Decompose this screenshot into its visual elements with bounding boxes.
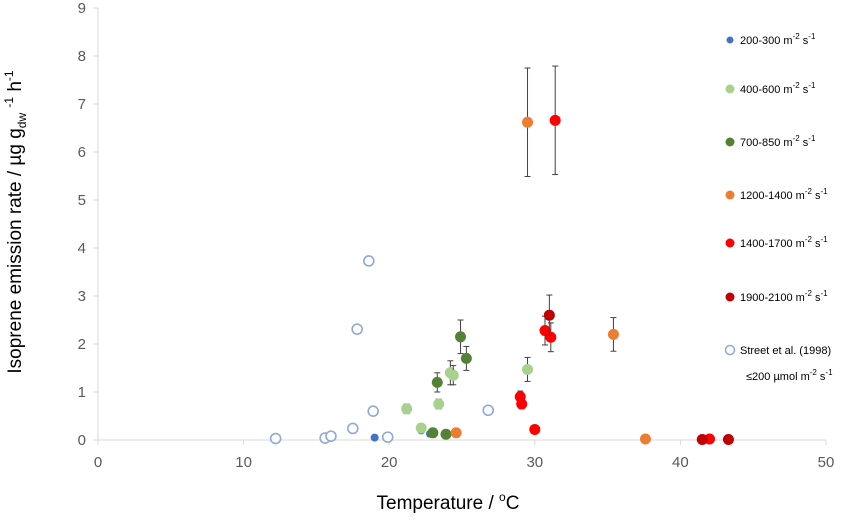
legend-label-line2: ≤200 µmol m-2 s-1 xyxy=(746,368,833,383)
y-tick-label: 7 xyxy=(78,96,86,113)
data-point xyxy=(367,405,379,418)
legend-item-3: 700-850 m-2 s-1 xyxy=(725,134,816,149)
x-tick-label: 20 xyxy=(381,454,398,471)
y-tick-label: 0 xyxy=(78,432,86,449)
legend: 200-300 m-2 s-1 400-600 m-2 s-1 700-850 m-… xyxy=(724,32,833,383)
data-point xyxy=(415,422,427,434)
data-point xyxy=(529,423,541,435)
data-point xyxy=(401,403,413,415)
axes: 0 10 20 30 40 50 0 1 2 3 4 5 6 7 8 9 xyxy=(78,0,835,471)
data-point xyxy=(440,428,452,440)
legend-label: 1400-1700 m-2 s-1 xyxy=(740,235,828,250)
y-tick-label: 2 xyxy=(78,336,86,353)
legend-item-5: 1400-1700 m-2 s-1 xyxy=(725,235,828,250)
series-6 xyxy=(543,294,734,446)
x-tick-label: 30 xyxy=(526,454,543,471)
y-axis-label: Isoprene emission rate / µg gdw -1 h-1 xyxy=(2,70,29,374)
data-point xyxy=(516,398,528,410)
data-point xyxy=(522,116,534,128)
legend-label: 1200-1400 m-2 s-1 xyxy=(740,187,828,202)
data-point xyxy=(346,422,359,435)
y-tick-label: 6 xyxy=(78,144,86,161)
legend-marker xyxy=(725,84,735,94)
legend-item-6: 1900-2100 m-2 s-1 xyxy=(725,289,828,304)
legend-label: 1900-2100 m-2 s-1 xyxy=(740,289,828,304)
legend-item-4: 1200-1400 m-2 s-1 xyxy=(725,187,828,202)
data-point xyxy=(455,331,467,343)
data-point xyxy=(363,255,375,267)
data-point xyxy=(482,404,495,417)
data-point xyxy=(269,432,282,445)
data-point xyxy=(696,434,708,446)
y-tick-label: 5 xyxy=(78,192,86,209)
legend-label: 200-300 m-2 s-1 xyxy=(740,32,816,47)
legend-item-1: 200-300 m-2 s-1 xyxy=(726,32,816,47)
legend-marker xyxy=(725,190,735,200)
legend-marker xyxy=(725,137,735,147)
legend-label: Street et al. (1998) xyxy=(740,345,831,357)
x-axis-label: Temperature / oC xyxy=(377,490,520,514)
data-point xyxy=(549,114,561,126)
data-point xyxy=(381,431,394,443)
data-point xyxy=(325,430,337,442)
data-point xyxy=(427,427,439,439)
legend-label: 400-600 m-2 s-1 xyxy=(740,81,816,96)
y-tick-label: 8 xyxy=(78,48,86,65)
series-4 xyxy=(450,67,651,445)
data-point xyxy=(722,434,734,446)
series-3 xyxy=(427,319,472,440)
x-tick-label: 10 xyxy=(235,454,252,471)
legend-marker xyxy=(725,292,735,302)
data-point xyxy=(543,309,555,321)
y-tick-label: 1 xyxy=(78,384,86,401)
data-point xyxy=(522,363,534,375)
data-point xyxy=(370,433,379,442)
series-5 xyxy=(514,65,716,445)
data-point xyxy=(433,398,445,410)
y-tick-label: 9 xyxy=(78,0,86,17)
data-point xyxy=(447,369,459,381)
series-2 xyxy=(401,356,534,434)
y-tick-label: 4 xyxy=(78,240,86,257)
data-point xyxy=(450,427,462,439)
legend-item-2: 400-600 m-2 s-1 xyxy=(725,81,816,96)
x-tick-label: 50 xyxy=(818,454,835,471)
legend-marker xyxy=(726,36,734,44)
legend-marker xyxy=(724,344,736,356)
data-points xyxy=(269,65,734,446)
data-point xyxy=(351,323,363,335)
data-point xyxy=(545,331,557,343)
legend-item-7: Street et al. (1998) ≤200 µmol m-2 s-1 xyxy=(724,344,833,383)
data-point xyxy=(431,376,443,388)
data-point xyxy=(607,328,619,340)
series-7 xyxy=(269,255,495,445)
legend-label: 700-850 m-2 s-1 xyxy=(740,134,816,149)
legend-marker xyxy=(725,238,735,248)
data-point xyxy=(460,352,472,364)
data-point xyxy=(639,433,651,445)
x-tick-label: 0 xyxy=(94,454,102,471)
x-tick-label: 40 xyxy=(672,454,689,471)
y-tick-label: 3 xyxy=(78,288,86,305)
